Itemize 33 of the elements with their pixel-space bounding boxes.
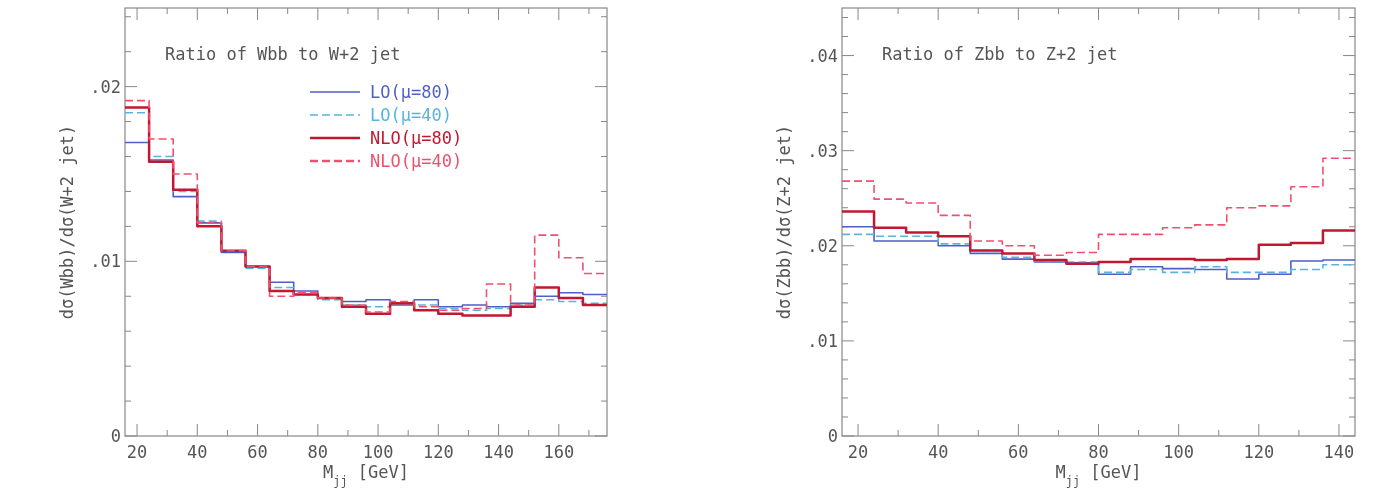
x-tick-label: 60 [247, 442, 268, 462]
legend-label: NLO(μ=80) [370, 128, 463, 148]
x-tick-label: 80 [1088, 442, 1109, 462]
y-tick-label: 0 [110, 426, 121, 446]
y-tick-label: 0 [827, 426, 838, 446]
y-tick-label: .04 [807, 45, 838, 66]
x-tick-label: 80 [307, 442, 329, 462]
x-tick-label: 40 [187, 442, 208, 462]
x-axis-title: M$_{jj}$ [GeV] [322, 462, 410, 488]
y-axis-title: dσ(Zbb)/dσ(Z+2 jet) [774, 124, 794, 320]
x-axis-title: M$_{jj}$ [GeV] [1055, 462, 1142, 488]
x-tick-label: 20 [126, 442, 148, 462]
x-tick-label: 100 [362, 442, 394, 462]
x-tick-label: 120 [1243, 442, 1275, 462]
x-tick-label: 60 [1008, 442, 1029, 462]
y-tick-label: .03 [807, 140, 838, 161]
y-tick-label: .01 [807, 330, 838, 351]
legend-label: LO(μ=80) [370, 82, 452, 102]
y-tick-label: .02 [807, 235, 838, 256]
x-tick-label: 20 [847, 442, 869, 462]
x-tick-label: 140 [483, 442, 514, 462]
x-tick-label: 40 [927, 442, 949, 462]
legend-label: LO(μ=40) [370, 105, 452, 125]
x-tick-label: 140 [1323, 442, 1355, 462]
x-tick-label: 120 [422, 442, 454, 462]
y-tick-label: .02 [90, 76, 121, 97]
y-tick-label: .01 [90, 251, 121, 272]
text: Ratio of Wbb to W+2 jet [165, 44, 401, 64]
y-axis-title: dσ(Wbb)/dσ(W+2 jet) [57, 124, 77, 320]
x-tick-label: 100 [1163, 442, 1195, 462]
text: Ratio of Zbb to Z+2 jet [882, 44, 1118, 64]
x-tick-label: 160 [543, 442, 575, 462]
legend-label: NLO(μ=40) [370, 151, 463, 171]
